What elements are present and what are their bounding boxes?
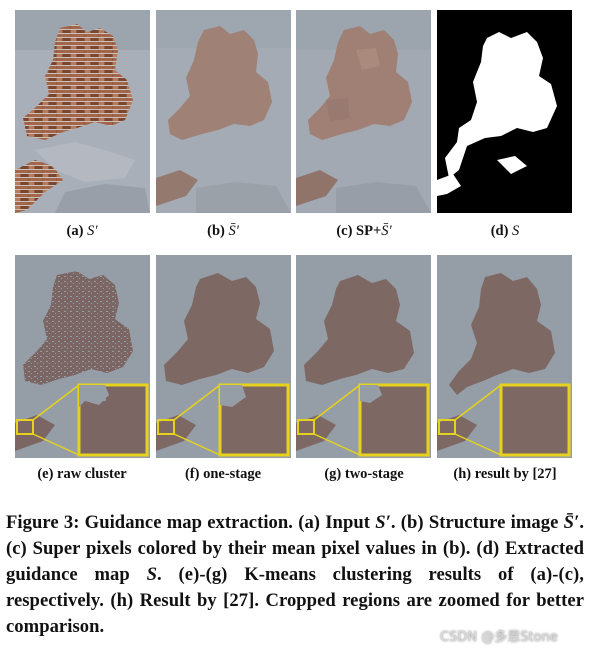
subcaption-d: (d) S [490,223,520,239]
image-b-structure [156,10,291,213]
subcaption-e: (e) raw cluster [37,466,127,482]
image-a-input [15,10,150,213]
image-f-one-stage [156,255,291,458]
subcaption-f: (f) one-stage [184,466,262,482]
subcaption-b: (b) S̄′ [207,223,239,239]
image-g-two-stage [296,255,431,458]
subcaption-g: (g) two-stage [324,466,404,482]
image-d-guidance-map [437,10,572,213]
subcaption-c: (c) SP+S̄′ [336,223,392,239]
image-e-raw-cluster [15,255,150,458]
image-c-superpixels [296,10,431,213]
image-h-result-27 [437,255,572,458]
watermark: CSDN @多恩Stone [440,630,558,645]
figure-number: Figure 3: [6,512,80,533]
subcaption-a: (a) S′ [66,223,98,239]
figure-caption: Figure 3: Guidance map extraction. (a) I… [6,512,585,637]
subcaption-h: (h) result by [27] [453,466,557,482]
